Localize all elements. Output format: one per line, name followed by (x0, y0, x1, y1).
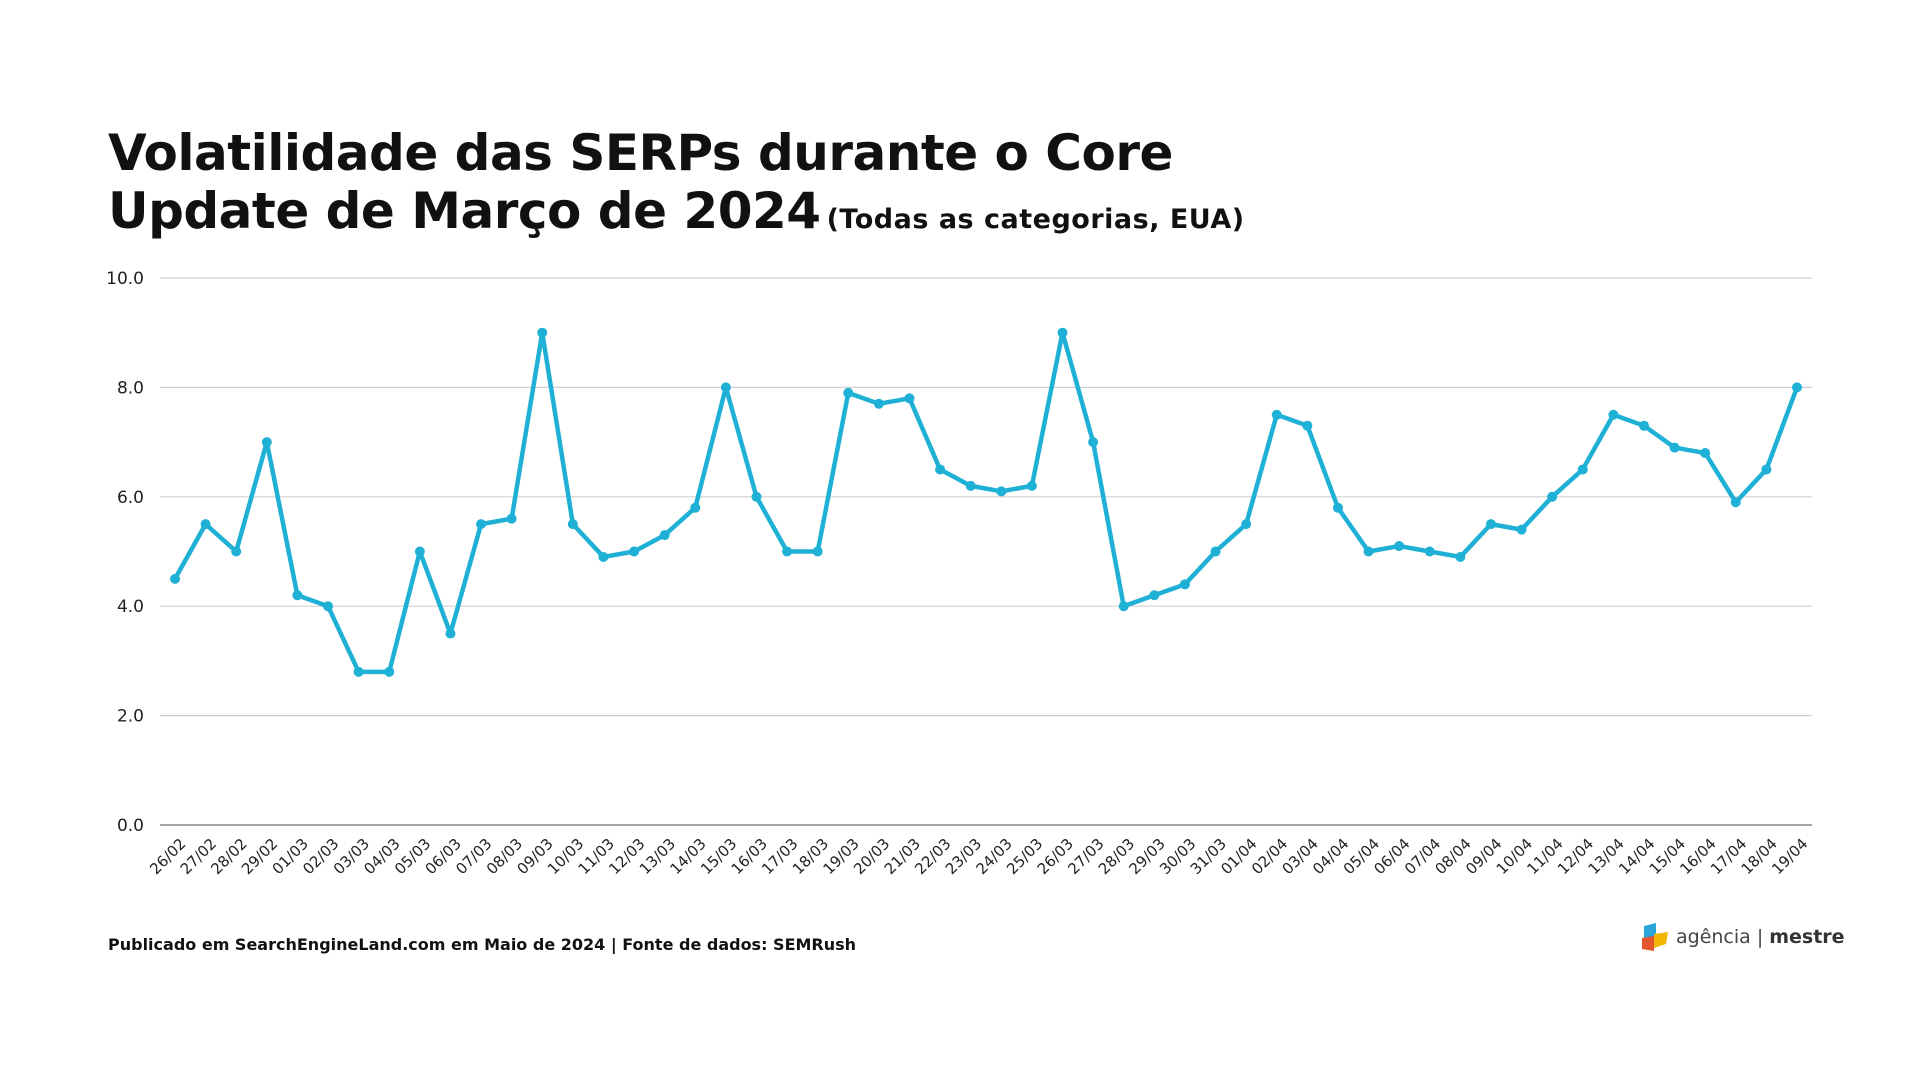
data-point (782, 546, 793, 557)
y-tick-label: 6.0 (117, 488, 144, 508)
data-point (1088, 437, 1099, 448)
data-point (384, 666, 395, 677)
data-point (261, 437, 272, 448)
data-point (1669, 442, 1680, 453)
data-point (1302, 420, 1313, 431)
data-point (1149, 590, 1160, 601)
data-point (1210, 546, 1221, 557)
data-point (1638, 420, 1649, 431)
data-point (965, 480, 976, 491)
data-point (873, 398, 884, 409)
data-point (1577, 464, 1588, 475)
data-point (690, 502, 701, 513)
data-point (414, 546, 425, 557)
data-point (1179, 579, 1190, 590)
agencia-mestre-logo: agência | mestre (1640, 922, 1845, 952)
logo-cube-icon (1642, 923, 1668, 951)
data-point (1057, 327, 1068, 338)
data-point (1026, 480, 1037, 491)
data-point (231, 546, 242, 557)
data-point (1547, 491, 1558, 502)
chart-subtitle: (Todas as categorias, EUA) (826, 204, 1245, 235)
data-point (1363, 546, 1374, 557)
data-point (904, 393, 915, 404)
data-point (812, 546, 823, 557)
y-tick-label: 8.0 (117, 378, 144, 398)
data-point (598, 551, 609, 562)
data-point (659, 530, 670, 541)
source-footer: Publicado em SearchEngineLand.com em Mai… (108, 935, 857, 954)
data-point (1241, 519, 1252, 530)
data-point (1761, 464, 1772, 475)
data-point (567, 519, 578, 530)
data-point (1516, 524, 1527, 535)
data-point (506, 513, 517, 524)
title-line-1: Volatilidade das SERPs durante o Core (108, 124, 1173, 182)
data-point (1394, 541, 1405, 552)
data-point (200, 519, 211, 530)
data-point (1271, 409, 1282, 420)
data-point (1608, 409, 1619, 420)
data-point (751, 491, 762, 502)
data-point (1118, 601, 1129, 612)
data-point (629, 546, 640, 557)
data-point (1485, 519, 1496, 530)
logo-text-right: mestre (1769, 926, 1845, 948)
data-point (996, 486, 1007, 497)
data-point (843, 387, 854, 398)
data-point (445, 628, 456, 639)
data-point (935, 464, 946, 475)
logo-text-left: agência (1676, 926, 1751, 948)
data-point (1730, 497, 1741, 508)
data-point (323, 601, 334, 612)
data-point (476, 519, 487, 530)
data-point (537, 327, 548, 338)
data-point (1792, 382, 1802, 393)
y-tick-label: 4.0 (117, 597, 144, 617)
data-point (1332, 502, 1343, 513)
chart-title: Volatilidade das SERPs durante o Core Up… (108, 124, 1245, 249)
title-line-2: Update de Março de 2024 (108, 182, 821, 240)
x-tick-label: 19/04 (1768, 835, 1811, 878)
data-point (353, 666, 364, 677)
data-point (720, 382, 731, 393)
data-point (170, 573, 180, 584)
data-point (292, 590, 303, 601)
data-point (1700, 448, 1711, 459)
y-tick-label: 0.0 (117, 816, 144, 836)
data-point (1424, 546, 1435, 557)
series-line (173, 330, 1800, 675)
y-tick-label: 2.0 (117, 707, 144, 727)
logo-separator: | (1756, 926, 1764, 948)
y-tick-label: 10.0 (106, 269, 144, 289)
data-point (1455, 551, 1466, 562)
